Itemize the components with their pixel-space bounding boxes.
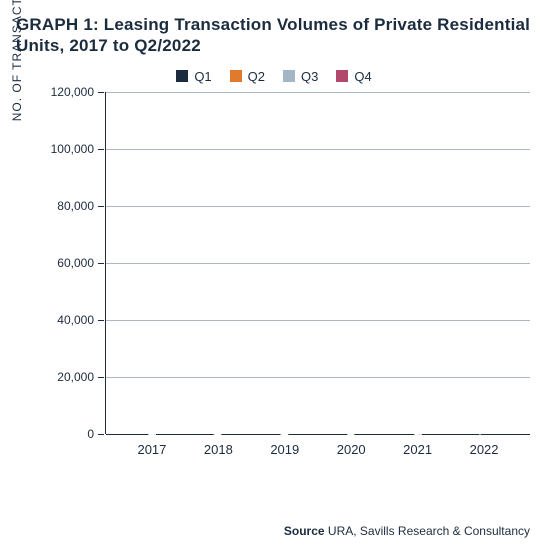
- y-tick-label: 20,000: [57, 370, 106, 384]
- x-tick-label: 2017: [137, 434, 166, 457]
- legend-label: Q3: [301, 69, 318, 84]
- legend-label: Q1: [194, 69, 211, 84]
- x-tick-label: 2018: [204, 434, 233, 457]
- source-line: Source URA, Savills Research & Consultan…: [284, 524, 530, 538]
- x-tick-label: 2021: [403, 434, 432, 457]
- grid-line: [106, 92, 530, 93]
- y-tick-label: 40,000: [57, 313, 106, 327]
- x-axis: [106, 434, 530, 435]
- x-tick-label: 2020: [337, 434, 366, 457]
- source-label: Source: [284, 524, 325, 538]
- legend-label: Q2: [248, 69, 265, 84]
- legend-swatch: [336, 70, 348, 82]
- grid-line: [106, 206, 530, 207]
- chart-title: GRAPH 1: Leasing Transaction Volumes of …: [0, 0, 548, 63]
- source-text: URA, Savills Research & Consultancy: [325, 524, 530, 538]
- chart-area: 19,24820,69523,41919,28120,63322,80325,8…: [60, 92, 530, 478]
- x-tick-label: 2022: [470, 434, 499, 457]
- plot-area: 19,24820,69523,41919,28120,63322,80325,8…: [106, 92, 530, 434]
- legend-item: Q4: [336, 69, 371, 84]
- y-tick-label: 60,000: [57, 256, 106, 270]
- y-tick-label: 120,000: [51, 85, 106, 99]
- legend-item: Q1: [176, 69, 211, 84]
- grid-line: [106, 263, 530, 264]
- grid-line: [106, 377, 530, 378]
- grid-line: [106, 149, 530, 150]
- y-axis-label: NO. OF TRANSACTIONS: [10, 0, 24, 121]
- y-tick-label: 80,000: [57, 199, 106, 213]
- x-tick-label: 2019: [270, 434, 299, 457]
- legend-item: Q2: [230, 69, 265, 84]
- y-tick-label: 100,000: [51, 142, 106, 156]
- grid-line: [106, 320, 530, 321]
- y-tick-label: 0: [87, 427, 106, 441]
- legend-swatch: [230, 70, 242, 82]
- legend-label: Q4: [354, 69, 371, 84]
- legend-item: Q3: [283, 69, 318, 84]
- legend-swatch: [283, 70, 295, 82]
- legend-swatch: [176, 70, 188, 82]
